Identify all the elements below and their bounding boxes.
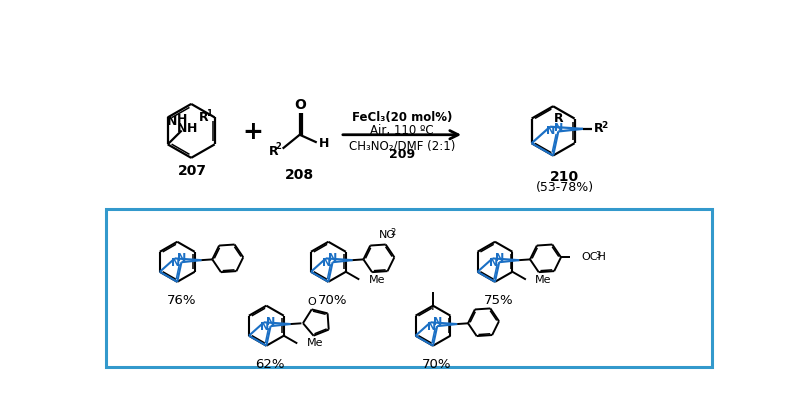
Text: 3: 3 — [595, 251, 600, 260]
Text: N: N — [433, 317, 442, 327]
Text: N: N — [177, 254, 186, 264]
Text: N: N — [167, 115, 177, 128]
Text: 70%: 70% — [318, 294, 347, 307]
Text: N: N — [495, 254, 504, 264]
Text: N: N — [488, 258, 498, 268]
Text: N: N — [171, 258, 180, 268]
Text: O: O — [294, 98, 306, 113]
Text: Me: Me — [369, 274, 385, 284]
Text: N: N — [322, 258, 331, 268]
Text: O: O — [307, 296, 316, 306]
Text: N: N — [427, 322, 436, 332]
Text: 208: 208 — [285, 168, 314, 182]
Text: (53-78%): (53-78%) — [535, 181, 594, 193]
Text: N: N — [546, 126, 555, 136]
Text: R: R — [594, 122, 603, 136]
Text: R: R — [555, 112, 564, 125]
Text: NO: NO — [379, 230, 396, 240]
Text: 1: 1 — [206, 109, 211, 118]
Text: Air, 110 ºC: Air, 110 ºC — [370, 123, 434, 137]
Text: 209: 209 — [389, 148, 415, 161]
Text: N: N — [177, 122, 188, 135]
Text: CH₃NO₂/DMF (2:1): CH₃NO₂/DMF (2:1) — [349, 139, 455, 152]
Text: 2: 2 — [602, 121, 608, 130]
Text: H: H — [177, 113, 188, 126]
Text: 210: 210 — [550, 170, 579, 184]
Text: +: + — [243, 121, 263, 144]
Text: 2: 2 — [390, 229, 395, 237]
Text: 76%: 76% — [166, 294, 196, 307]
Text: 75%: 75% — [484, 294, 514, 307]
Text: Me: Me — [306, 339, 323, 349]
Text: H: H — [187, 122, 197, 135]
Text: N: N — [266, 317, 275, 327]
FancyBboxPatch shape — [106, 209, 712, 367]
Text: N: N — [328, 254, 338, 264]
Text: N: N — [260, 322, 269, 332]
Text: 2: 2 — [276, 142, 282, 151]
Text: 207: 207 — [178, 164, 207, 178]
Text: H: H — [318, 138, 329, 151]
Text: R: R — [199, 111, 208, 124]
Text: R: R — [269, 145, 279, 158]
Text: 62%: 62% — [255, 358, 285, 371]
Text: I: I — [431, 299, 435, 312]
Text: N: N — [554, 123, 563, 133]
Text: FeCl₃(20 mol%): FeCl₃(20 mol%) — [352, 111, 452, 124]
Text: 70%: 70% — [422, 358, 452, 371]
Text: Me: Me — [535, 274, 551, 284]
Text: OCH: OCH — [581, 252, 606, 262]
